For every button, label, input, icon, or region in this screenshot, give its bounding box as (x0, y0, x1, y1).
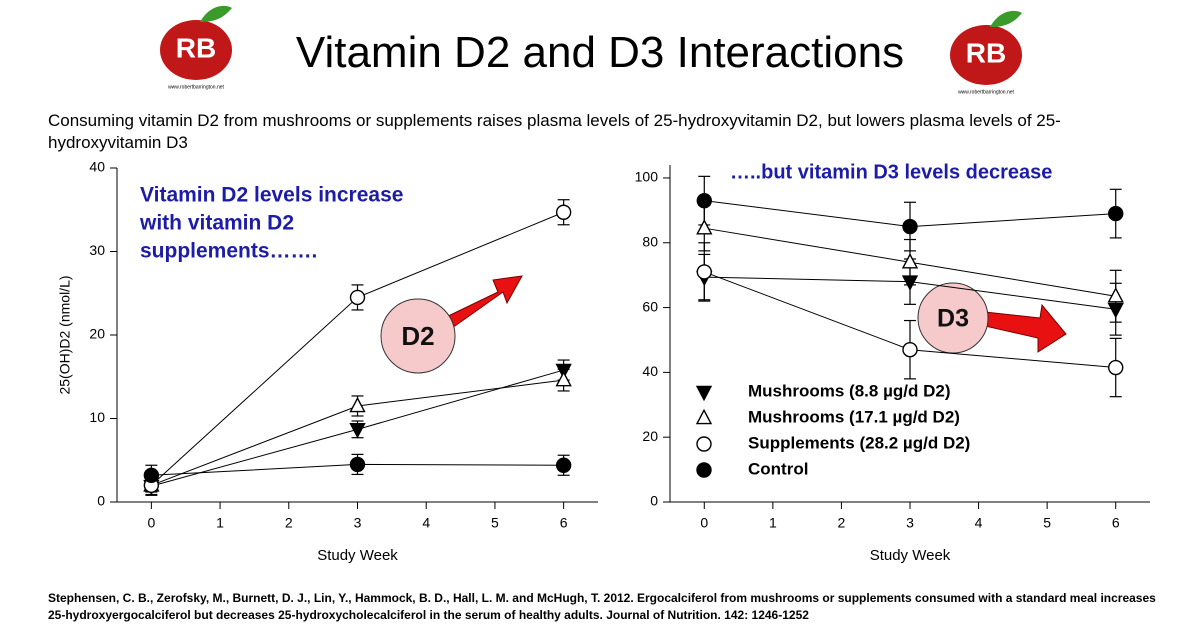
x-tick-label: 3 (354, 515, 362, 531)
annotation: with vitamin D2 (139, 212, 294, 235)
marker (349, 289, 366, 306)
x-tick-label: 4 (422, 515, 430, 531)
marker (696, 436, 712, 452)
x-tick-label: 5 (1043, 515, 1051, 531)
x-tick-label: 1 (216, 515, 224, 531)
y-tick-label: 0 (650, 493, 658, 509)
y-tick-label: 60 (642, 298, 658, 314)
x-tick-label: 5 (491, 515, 499, 531)
x-tick-label: 6 (1112, 515, 1120, 531)
subtitle: Consuming vitamin D2 from mushrooms or s… (48, 111, 1061, 152)
logo-text: www.robertbarrington.net (958, 89, 1014, 95)
arrow (984, 303, 1067, 353)
y-axis-label: 25(OH)D2 (nmol/L) (57, 275, 73, 394)
marker (1108, 205, 1124, 222)
marker (555, 370, 572, 387)
marker (349, 423, 366, 439)
citation: Stephensen, C. B., Zerofsky, M., Burnett… (48, 591, 1156, 622)
annotation: D3 (937, 305, 969, 333)
logo-text: www.robertbarrington.net (168, 84, 224, 90)
y-tick-label: 100 (635, 169, 659, 185)
marker (696, 462, 712, 478)
y-tick-label: 20 (642, 428, 658, 444)
marker (695, 385, 713, 402)
marker (143, 467, 160, 483)
y-tick-label: 20 (89, 326, 105, 342)
x-tick-label: 2 (838, 515, 846, 531)
x-tick-label: 1 (769, 515, 777, 531)
marker (555, 204, 572, 220)
y-tick-label: 80 (642, 233, 658, 249)
apple (950, 25, 1022, 85)
annotation: D2 (401, 321, 434, 351)
y-tick-label: 40 (89, 159, 105, 175)
marker (902, 218, 918, 235)
y-tick-label: 10 (89, 409, 105, 425)
x-axis-label: Study Week (870, 547, 951, 564)
x-tick-label: 3 (906, 515, 914, 531)
marker (696, 218, 713, 235)
marker (555, 457, 572, 473)
marker (696, 264, 712, 280)
x-tick-label: 4 (975, 515, 983, 531)
marker (901, 253, 919, 269)
logo-left: RB www.robertbarrington.net (160, 5, 232, 90)
annotation: …..but vitamin D3 levels decrease (730, 161, 1052, 183)
annotation: supplements……. (140, 240, 317, 263)
marker (695, 408, 713, 425)
marker (1108, 359, 1124, 376)
x-tick-label: 0 (700, 515, 708, 531)
marker (349, 456, 366, 473)
arrow (439, 275, 523, 334)
logo-initials: RB (966, 37, 1006, 68)
legend-label: Supplements (28.2 µg/d D2) (748, 433, 970, 452)
marker (696, 192, 712, 209)
marker (901, 275, 919, 291)
y-tick-label: 30 (89, 242, 105, 258)
x-tick-label: 2 (285, 515, 293, 531)
apple (160, 20, 232, 80)
leaf (990, 10, 1022, 27)
marker (349, 396, 366, 413)
x-tick-label: 0 (147, 515, 155, 531)
legend-label: Mushrooms (8.8 µg/d D2) (748, 381, 950, 400)
marker (1107, 287, 1124, 303)
y-tick-label: 0 (97, 493, 105, 509)
badge (380, 298, 456, 374)
legend-label: Control (748, 459, 808, 478)
marker (902, 342, 918, 358)
x-tick-label: 6 (560, 515, 568, 531)
logo-initials: RB (176, 32, 216, 63)
page-title: Vitamin D2 and D3 Interactions (295, 28, 905, 77)
x-axis-label: Study Week (317, 547, 398, 564)
annotation: Vitamin D2 levels increase (140, 184, 403, 207)
logo-right: RB www.robertbarrington.net (950, 10, 1022, 95)
legend-label: Mushrooms (17.1 µg/d D2) (748, 407, 960, 426)
marker (1107, 302, 1124, 319)
y-tick-label: 40 (642, 363, 658, 379)
leaf (200, 5, 232, 22)
